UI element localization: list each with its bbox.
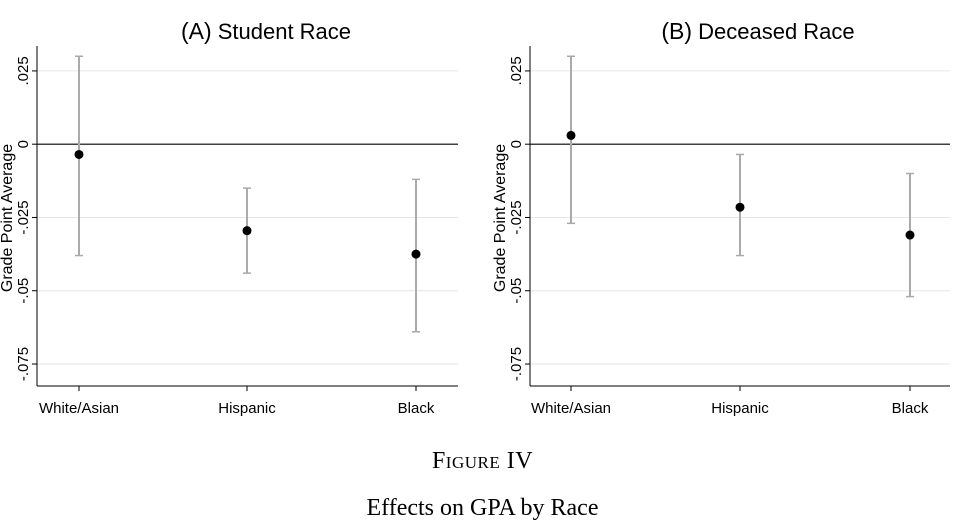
- y-tick-label: -.025: [15, 200, 32, 234]
- x-tick-label: White/Asian: [39, 400, 119, 417]
- data-point: [74, 149, 84, 159]
- figure-number: Figure IV: [431, 448, 534, 474]
- y-tick-label: -.075: [15, 347, 32, 381]
- data-point: [735, 202, 745, 212]
- panel-a: .025 0 -.025 -.05 -.075 Grade Point Average (A…: [0, 18, 458, 417]
- panel-title-prefix: (A): [181, 18, 212, 44]
- figure: .025 0 -.025 -.05 -.075 Grade Point Average (A…: [0, 18, 950, 417]
- y-tick-label: 0: [15, 140, 32, 148]
- x-tick-label: Black: [892, 400, 929, 417]
- data-point: [242, 226, 252, 236]
- panel-title: (B) Deceased Race: [661, 18, 854, 44]
- y-tick-label: -.025: [508, 200, 525, 234]
- data-point: [905, 230, 915, 240]
- figure-caption: Effects on GPA by Race: [366, 495, 599, 521]
- y-tick-label: -.05: [508, 278, 525, 304]
- x-tick-label: Hispanic: [218, 400, 276, 417]
- data-point: [411, 249, 421, 259]
- y-axis-label: Grade Point Average: [0, 144, 16, 292]
- y-axis-label: Grade Point Average: [492, 144, 509, 292]
- y-tick-label: -.075: [508, 347, 525, 381]
- panel-title: (A) Student Race: [181, 18, 351, 44]
- panel-title-text: Student Race: [212, 19, 351, 44]
- panel-title-text: Deceased Race: [692, 19, 855, 44]
- y-tick-label: .025: [15, 56, 32, 85]
- y-tick-label: 0: [508, 140, 525, 148]
- x-tick-label: Black: [398, 400, 435, 417]
- x-tick-label: White/Asian: [531, 400, 611, 417]
- x-tick-label: Hispanic: [711, 400, 769, 417]
- y-tick-label: -.05: [15, 278, 32, 304]
- panel-title-prefix: (B): [661, 18, 692, 44]
- data-point: [566, 130, 576, 140]
- panel-b: .025 0 -.025 -.05 -.075 Grade Point Average (B…: [492, 18, 950, 417]
- y-tick-label: .025: [508, 56, 525, 85]
